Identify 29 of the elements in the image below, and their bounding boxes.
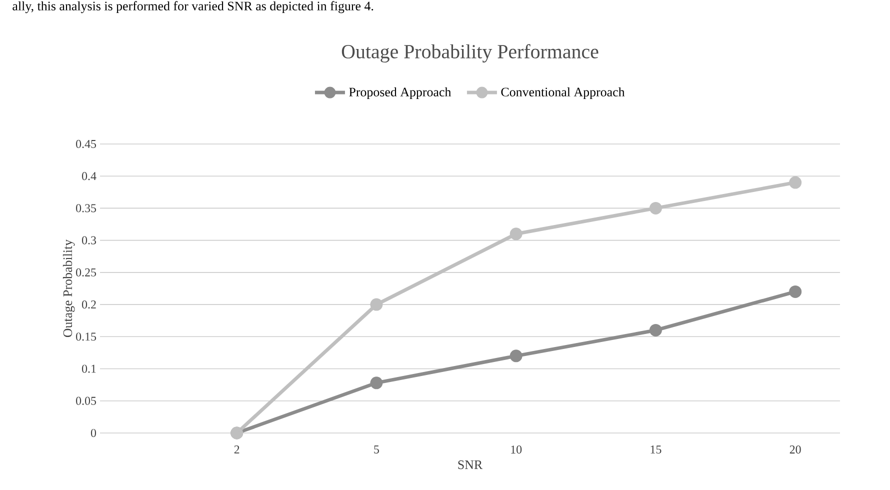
y-tick-label: 0.3 — [82, 236, 96, 244]
point — [649, 324, 662, 336]
point — [789, 285, 802, 298]
point — [789, 176, 802, 189]
text: ally, this analysis is performed for varied SNR as depicted in figure 4. — [12, 1, 374, 14]
legend-label: Conventional Approach — [501, 87, 625, 100]
y-tick-label: 0.35 — [76, 204, 96, 212]
y-tick-label: 0 — [90, 428, 96, 438]
y-tick-label: 0.4 — [82, 172, 96, 180]
point — [370, 376, 383, 390]
point — [649, 202, 662, 214]
x-tick-label: 5 — [374, 446, 379, 454]
chart-title: Outage Probability Performance — [342, 44, 598, 62]
y-tick-label: 0.45 — [76, 140, 96, 148]
y-axis-title: Outage Probability — [62, 239, 75, 338]
y-tick-label: 0.05 — [76, 396, 96, 405]
x-tick-label: 2 — [234, 446, 240, 454]
point — [510, 228, 522, 240]
x-axis-title: SNR — [458, 460, 483, 470]
y-tick-label: 0.15 — [76, 332, 96, 341]
y-tick-label: 0.2 — [82, 300, 96, 309]
x-tick-label: 10 — [511, 446, 522, 454]
x-tick-label: 20 — [790, 446, 801, 454]
point — [510, 350, 522, 362]
point — [370, 298, 383, 311]
legend-label: Proposed Approach — [349, 87, 452, 100]
y-tick-label: 0.1 — [82, 364, 96, 373]
y-tick-label: 0.25 — [76, 268, 96, 276]
x-tick-label: 15 — [650, 446, 662, 454]
